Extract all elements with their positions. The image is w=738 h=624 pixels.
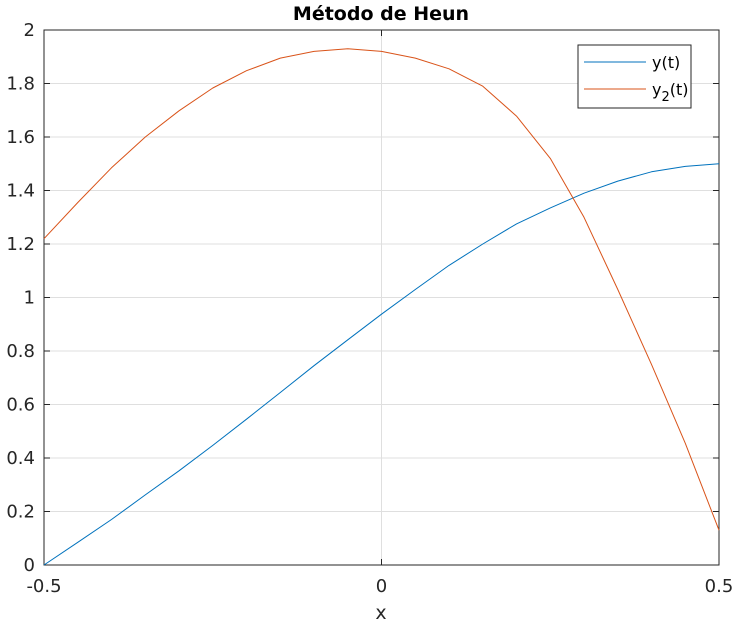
legend-label-y: y(t)	[652, 53, 680, 72]
series-line-y	[43, 163, 720, 566]
chart-title: Método de Heun	[293, 3, 469, 25]
axis-ticks: 00.20.40.60.811.21.41.61.82-0.5 0 0.5	[6, 20, 733, 597]
y-tick-label: 1.2	[6, 234, 35, 255]
y-tick-label: 0.8	[6, 341, 35, 362]
legend-box	[577, 44, 692, 109]
y-tick-label: 0.6	[6, 395, 35, 416]
x-tick-label: -0.5	[26, 576, 61, 597]
legend: y(t) y2(t)	[577, 44, 692, 109]
y-tick-label: 1	[24, 288, 35, 309]
y-tick-label: 1.4	[6, 181, 35, 202]
x-tick-label: 0.5	[705, 576, 734, 597]
y-tick-label: 0	[24, 555, 35, 576]
y-tick-label: 1.8	[6, 74, 35, 95]
y-tick-label: 1.6	[6, 127, 35, 148]
y-tick-label: 0.4	[6, 448, 35, 469]
x-tick-label: 0	[376, 576, 387, 597]
y-tick-label: 0.2	[6, 502, 35, 523]
series-line-y2	[43, 48, 720, 531]
legend-label-y2: y2(t)	[652, 80, 689, 105]
series-lines	[43, 48, 720, 566]
y-tick-label: 2	[24, 20, 35, 41]
x-axis-label: x	[375, 602, 386, 624]
